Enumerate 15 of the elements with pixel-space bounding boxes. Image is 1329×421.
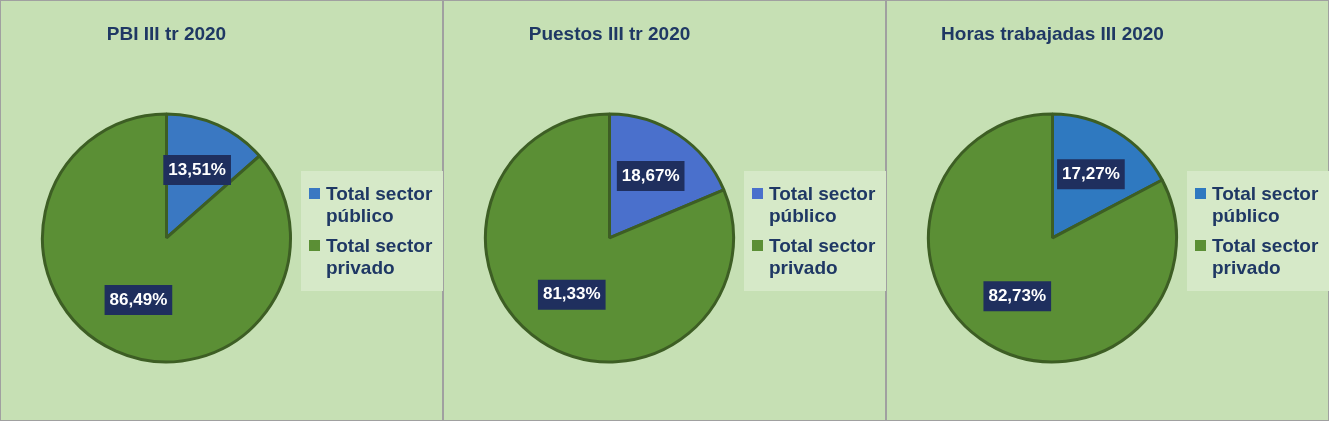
legend-label: Total sector privado	[326, 235, 434, 279]
legend-label: Total sector privado	[1212, 235, 1320, 279]
legend-label: Total sector público	[326, 183, 434, 227]
legend-label: Total sector público	[769, 183, 877, 227]
data-label: 81,33%	[542, 284, 601, 304]
data-label: 86,49%	[109, 289, 168, 309]
legend-label: Total sector público	[1212, 183, 1320, 227]
data-label: 18,67%	[621, 165, 680, 185]
chart-title: Puestos III tr 2020	[528, 22, 691, 44]
legend-label: Total sector privado	[769, 235, 877, 279]
data-label: 13,51%	[168, 159, 226, 179]
data-label: 82,73%	[988, 285, 1047, 305]
chart-title: Horas trabajadas III 2020	[941, 22, 1164, 44]
chart-title: PBI III tr 2020	[106, 22, 227, 44]
data-label: 17,27%	[1062, 163, 1120, 183]
